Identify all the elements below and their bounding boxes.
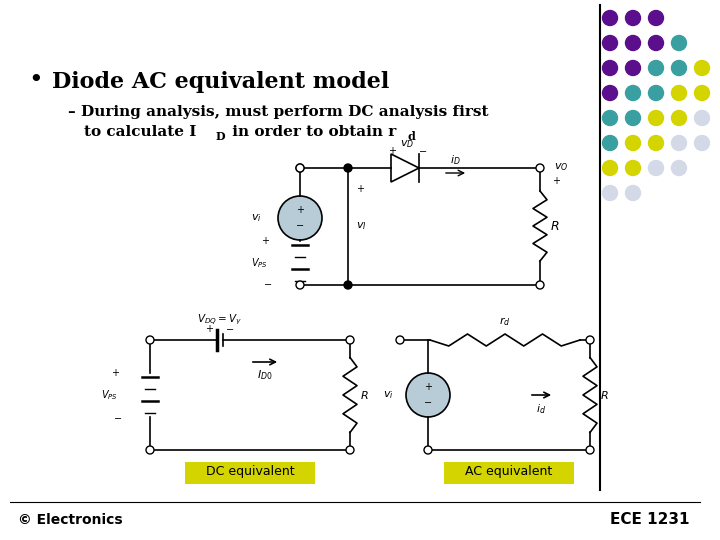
Circle shape bbox=[536, 281, 544, 289]
Circle shape bbox=[695, 85, 709, 100]
Circle shape bbox=[603, 111, 618, 125]
Circle shape bbox=[672, 36, 686, 51]
Text: d: d bbox=[408, 132, 416, 143]
Text: +: + bbox=[424, 382, 432, 392]
Text: $-$: $-$ bbox=[225, 323, 235, 333]
Circle shape bbox=[672, 160, 686, 176]
Text: $I_{D0}$: $I_{D0}$ bbox=[257, 368, 273, 382]
Circle shape bbox=[695, 136, 709, 151]
Circle shape bbox=[672, 60, 686, 76]
Text: $i_d$: $i_d$ bbox=[536, 402, 546, 416]
Text: −: − bbox=[296, 221, 304, 231]
Circle shape bbox=[586, 446, 594, 454]
Circle shape bbox=[626, 136, 641, 151]
Circle shape bbox=[626, 85, 641, 100]
Text: – During analysis, must perform DC analysis first: – During analysis, must perform DC analy… bbox=[68, 105, 488, 119]
Circle shape bbox=[649, 136, 664, 151]
Circle shape bbox=[346, 446, 354, 454]
Text: $R$: $R$ bbox=[360, 389, 369, 401]
Circle shape bbox=[695, 60, 709, 76]
Text: $-$: $-$ bbox=[418, 145, 428, 155]
Text: $v_I$: $v_I$ bbox=[356, 220, 366, 232]
Text: −: − bbox=[424, 397, 432, 408]
Circle shape bbox=[278, 196, 322, 240]
Circle shape bbox=[536, 164, 544, 172]
Text: $R$: $R$ bbox=[550, 219, 559, 233]
FancyBboxPatch shape bbox=[444, 462, 574, 484]
Text: D: D bbox=[216, 132, 225, 143]
Text: $-$: $-$ bbox=[113, 412, 122, 422]
Text: $-$: $-$ bbox=[263, 278, 272, 288]
Circle shape bbox=[603, 136, 618, 151]
Text: $r_d$: $r_d$ bbox=[499, 315, 510, 328]
Circle shape bbox=[649, 36, 664, 51]
Text: to calculate I: to calculate I bbox=[84, 125, 197, 139]
Circle shape bbox=[603, 10, 618, 25]
Circle shape bbox=[346, 336, 354, 344]
Text: $+$: $+$ bbox=[356, 183, 365, 193]
Text: $+$: $+$ bbox=[389, 145, 397, 156]
Circle shape bbox=[672, 85, 686, 100]
Circle shape bbox=[626, 111, 641, 125]
Text: $V_{DQ} = V_\gamma$: $V_{DQ} = V_\gamma$ bbox=[197, 313, 243, 327]
Circle shape bbox=[649, 85, 664, 100]
Text: $v_i$: $v_i$ bbox=[383, 389, 394, 401]
Text: $v_D$: $v_D$ bbox=[400, 138, 414, 150]
Circle shape bbox=[424, 446, 432, 454]
Text: $+$: $+$ bbox=[111, 368, 120, 379]
Circle shape bbox=[603, 36, 618, 51]
Circle shape bbox=[146, 336, 154, 344]
Circle shape bbox=[344, 164, 352, 172]
Circle shape bbox=[649, 60, 664, 76]
Text: $+$: $+$ bbox=[552, 174, 561, 186]
Text: $+$: $+$ bbox=[261, 235, 270, 246]
Circle shape bbox=[626, 10, 641, 25]
Circle shape bbox=[146, 446, 154, 454]
FancyBboxPatch shape bbox=[185, 462, 315, 484]
Circle shape bbox=[296, 164, 304, 172]
Circle shape bbox=[296, 281, 304, 289]
Circle shape bbox=[649, 111, 664, 125]
Circle shape bbox=[672, 111, 686, 125]
Circle shape bbox=[396, 336, 404, 344]
Circle shape bbox=[649, 160, 664, 176]
Text: in order to obtain r: in order to obtain r bbox=[227, 125, 396, 139]
Text: AC equivalent: AC equivalent bbox=[465, 465, 553, 478]
Circle shape bbox=[695, 111, 709, 125]
Text: $i_D$: $i_D$ bbox=[450, 153, 460, 167]
Text: ECE 1231: ECE 1231 bbox=[611, 512, 690, 528]
Circle shape bbox=[406, 373, 450, 417]
Text: $+$: $+$ bbox=[205, 322, 215, 334]
Text: $V_{PS}$: $V_{PS}$ bbox=[251, 256, 268, 270]
Circle shape bbox=[586, 336, 594, 344]
Text: $V_{PS}$: $V_{PS}$ bbox=[101, 388, 118, 402]
Circle shape bbox=[344, 281, 352, 289]
Circle shape bbox=[603, 160, 618, 176]
Text: $R$: $R$ bbox=[600, 389, 608, 401]
Circle shape bbox=[626, 186, 641, 200]
Circle shape bbox=[626, 60, 641, 76]
Text: Diode AC equivalent model: Diode AC equivalent model bbox=[52, 71, 390, 93]
Circle shape bbox=[626, 160, 641, 176]
Circle shape bbox=[626, 36, 641, 51]
Circle shape bbox=[296, 164, 304, 172]
Text: DC equivalent: DC equivalent bbox=[206, 465, 294, 478]
Text: +: + bbox=[296, 205, 304, 215]
Text: •: • bbox=[28, 68, 42, 92]
Circle shape bbox=[672, 136, 686, 151]
Circle shape bbox=[649, 10, 664, 25]
Text: $v_O$: $v_O$ bbox=[554, 161, 568, 173]
Text: © Electronics: © Electronics bbox=[18, 513, 122, 527]
Text: $v_i$: $v_i$ bbox=[251, 212, 262, 224]
Circle shape bbox=[603, 186, 618, 200]
Circle shape bbox=[603, 85, 618, 100]
Circle shape bbox=[603, 60, 618, 76]
